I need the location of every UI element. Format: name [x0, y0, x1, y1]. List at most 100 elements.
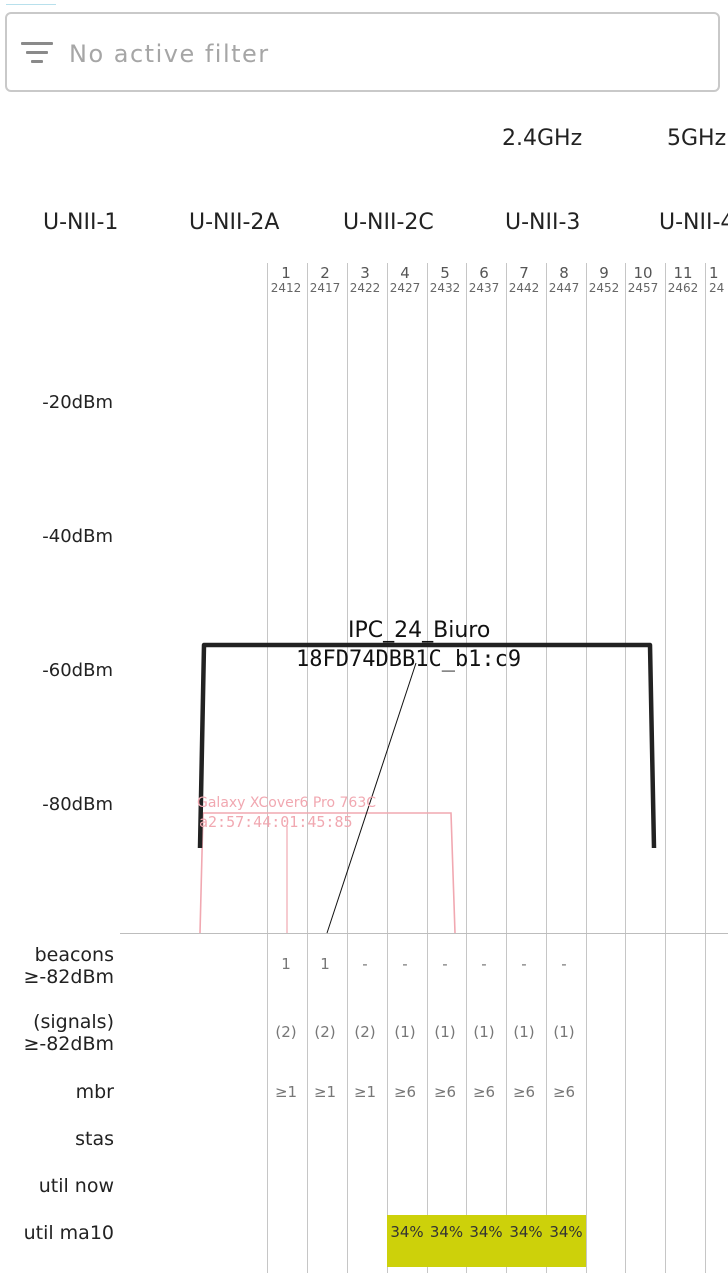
channel-gridline — [347, 263, 348, 1273]
mbr-cell: ≥1 — [313, 1083, 337, 1101]
channel-frequency: 2432 — [429, 281, 461, 295]
channel-header[interactable]: 11 2462 — [663, 265, 703, 295]
network-bssid-label[interactable]: a2:57:44:01:45:85 — [199, 813, 353, 831]
channel-gridline — [387, 263, 388, 1273]
channel-gridline — [427, 263, 428, 1273]
util-ma10-cell: 34% — [546, 1215, 586, 1267]
channel-number: 8 — [559, 264, 569, 282]
channel-number: 11 — [673, 264, 693, 282]
signals-cell: (1) — [553, 1023, 575, 1041]
channel-number: 4 — [400, 264, 410, 282]
channel-header[interactable]: 1 2412 — [266, 265, 306, 295]
mbr-cell: ≥6 — [433, 1083, 457, 1101]
beacons-cell: 1 — [320, 955, 330, 973]
channel-gridline — [307, 263, 308, 1273]
channel-header[interactable]: 1 24 — [703, 265, 728, 295]
channel-frequency: 2417 — [309, 281, 341, 295]
channel-header[interactable]: 3 2422 — [345, 265, 385, 295]
mbr-cell: ≥6 — [393, 1083, 417, 1101]
channel-number: 1 — [709, 265, 719, 282]
channel-number: 7 — [519, 264, 529, 282]
channel-gridline — [267, 263, 268, 1273]
util-ma10-cell: 34% — [466, 1215, 506, 1267]
mbr-cell: ≥1 — [353, 1083, 377, 1101]
signals-cell: (1) — [473, 1023, 495, 1041]
filter-placeholder: No active filter — [69, 40, 270, 68]
channel-header[interactable]: 5 2432 — [425, 265, 465, 295]
mbr-cell: ≥6 — [512, 1083, 536, 1101]
signals-cell: (1) — [513, 1023, 535, 1041]
network-signal-galaxy — [199, 812, 456, 934]
stat-label-util-ma10: util ma10 — [23, 1222, 114, 1244]
chart-baseline — [120, 933, 728, 934]
channel-frequency: 24 — [709, 281, 725, 295]
channel-gridline — [705, 263, 706, 1273]
channel-gridline — [506, 263, 507, 1273]
channel-header[interactable]: 2 2417 — [305, 265, 345, 295]
signals-cell: (1) — [434, 1023, 456, 1041]
channel-frequency: 2452 — [588, 281, 620, 295]
channel-gridline — [466, 263, 467, 1273]
channel-number: 3 — [360, 264, 370, 282]
y-axis-label: -20dBm — [42, 392, 113, 413]
top-progress-line — [6, 4, 56, 5]
channel-gridline — [665, 263, 666, 1273]
signals-cell: (2) — [275, 1023, 297, 1041]
channel-gridline — [546, 263, 547, 1273]
channel-header[interactable]: 9 2452 — [584, 265, 624, 295]
beacons-cell: 1 — [281, 955, 291, 973]
signals-cell: (2) — [314, 1023, 336, 1041]
y-axis-label: -60dBm — [42, 660, 113, 681]
util-ma10-cell: 34% — [506, 1215, 546, 1267]
unii-3-label: U-NII-3 — [505, 210, 581, 235]
channel-number: 9 — [599, 264, 609, 282]
stat-label-stas: stas — [75, 1128, 114, 1150]
stat-label-util-now: util now — [38, 1175, 114, 1197]
network-signal-ipc — [197, 642, 657, 849]
beacons-cell: - — [442, 955, 448, 973]
channel-frequency: 2412 — [270, 281, 302, 295]
label-leader-line — [326, 662, 417, 934]
unii-4-label: U-NII-4 — [659, 210, 728, 235]
mbr-cell: ≥1 — [274, 1083, 298, 1101]
channel-frequency: 2457 — [627, 281, 659, 295]
channel-frequency: 2442 — [508, 281, 540, 295]
channel-frequency: 2427 — [389, 281, 421, 295]
stat-label-signals: (signals) ≥-82dBm — [23, 1011, 114, 1055]
channel-number: 2 — [320, 264, 330, 282]
beacons-cell: - — [561, 955, 567, 973]
channel-number: 1 — [281, 264, 291, 282]
signals-cell: (1) — [394, 1023, 416, 1041]
unii-1-label: U-NII-1 — [43, 210, 119, 235]
network-bssid-label[interactable]: 18FD74DBB1C_b1:c9 — [296, 647, 522, 672]
channel-number: 5 — [440, 264, 450, 282]
channel-gridline — [586, 263, 587, 1273]
channel-header[interactable]: 8 2447 — [544, 265, 584, 295]
network-ssid-label[interactable]: IPC_24_Biuro — [348, 618, 491, 643]
mbr-cell: ≥6 — [552, 1083, 576, 1101]
band-5ghz: 5GHz — [667, 126, 727, 151]
stat-label-beacons: beacons ≥-82dBm — [23, 944, 114, 988]
channel-frequency: 2447 — [548, 281, 580, 295]
signals-cell: (2) — [354, 1023, 376, 1041]
unii-2c-label: U-NII-2C — [343, 210, 434, 235]
channel-frequency: 2422 — [349, 281, 381, 295]
util-ma10-cell: 34% — [387, 1215, 427, 1267]
filter-list-icon[interactable] — [21, 40, 53, 66]
mbr-cell: ≥6 — [472, 1083, 496, 1101]
channel-header[interactable]: 7 2442 — [504, 265, 544, 295]
channel-header[interactable]: 6 2437 — [464, 265, 504, 295]
beacons-cell: - — [481, 955, 487, 973]
channel-header[interactable]: 10 2457 — [623, 265, 663, 295]
filter-field[interactable]: No active filter — [5, 12, 720, 92]
beacons-cell: - — [521, 955, 527, 973]
channel-gridline — [625, 263, 626, 1273]
y-axis-label: -80dBm — [42, 794, 113, 815]
channel-number: 6 — [479, 264, 489, 282]
channel-frequency: 2462 — [667, 281, 699, 295]
channel-frequency: 2437 — [468, 281, 500, 295]
channel-header[interactable]: 4 2427 — [385, 265, 425, 295]
network-ssid-label[interactable]: Galaxy XCover6 Pro 763C — [197, 795, 376, 811]
stat-label-mbr: mbr — [75, 1081, 114, 1103]
y-axis-label: -40dBm — [42, 526, 113, 547]
